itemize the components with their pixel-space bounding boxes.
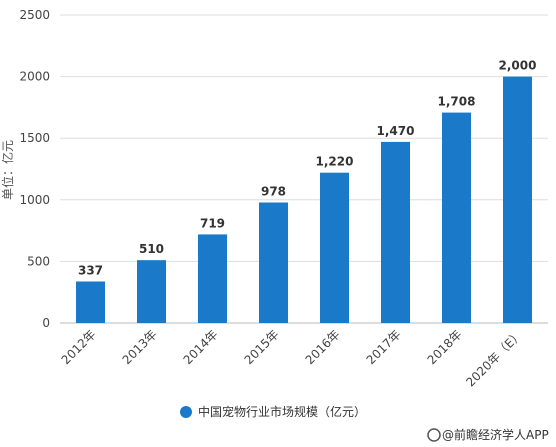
y-tick-label: 0 <box>42 316 50 330</box>
y-axis-label: 单位：亿元 <box>0 140 15 200</box>
y-tick-label: 2500 <box>19 8 50 22</box>
bar <box>137 260 166 323</box>
data-label: 1,220 <box>316 155 354 169</box>
data-label: 2,000 <box>499 59 537 73</box>
bars <box>76 76 532 323</box>
y-tick-label: 2000 <box>19 70 50 84</box>
bar <box>198 234 227 323</box>
data-label: 1,708 <box>438 95 476 109</box>
x-tick-label: 2013年 <box>120 327 160 367</box>
bar <box>320 172 349 323</box>
x-tick-label: 2017年 <box>364 327 404 367</box>
data-label: 337 <box>78 263 103 277</box>
legend-label: 中国宠物行业市场规模（亿元） <box>198 404 366 419</box>
x-tick-label: 2012年 <box>59 327 99 367</box>
data-label: 978 <box>261 185 286 199</box>
legend-marker <box>180 406 192 418</box>
bar <box>76 281 105 323</box>
bar <box>503 76 532 323</box>
x-tick-label: 2015年 <box>242 327 282 367</box>
source-text: @前瞻经济学人APP <box>442 427 549 442</box>
y-axis-ticks: 0 500 1000 1500 2000 2500 <box>19 8 50 330</box>
data-label: 1,470 <box>377 124 415 138</box>
x-tick-label: 2018年 <box>425 327 465 367</box>
legend: 中国宠物行业市场规模（亿元） <box>180 404 366 419</box>
gridlines <box>60 14 548 324</box>
source-footer: @前瞻经济学人APP <box>427 427 549 442</box>
y-tick-label: 1500 <box>19 131 50 145</box>
bar <box>381 141 410 323</box>
data-label: 719 <box>200 216 225 230</box>
value-labels: 337 510 719 978 1,220 1,470 1,708 2,000 <box>78 59 537 278</box>
y-tick-label: 500 <box>27 254 50 268</box>
x-tick-label: 2020年（E） <box>463 327 525 389</box>
bar <box>259 202 288 323</box>
x-tick-label: 2016年 <box>303 327 343 367</box>
brand-icon <box>427 428 441 442</box>
y-tick-label: 1000 <box>19 193 50 207</box>
x-axis-ticks: 2012年 2013年 2014年 2015年 2016年 2017年 2018年2020年… <box>59 327 526 389</box>
bar <box>442 112 471 323</box>
data-label: 510 <box>139 242 164 256</box>
x-tick-label: 2014年 <box>181 327 221 367</box>
